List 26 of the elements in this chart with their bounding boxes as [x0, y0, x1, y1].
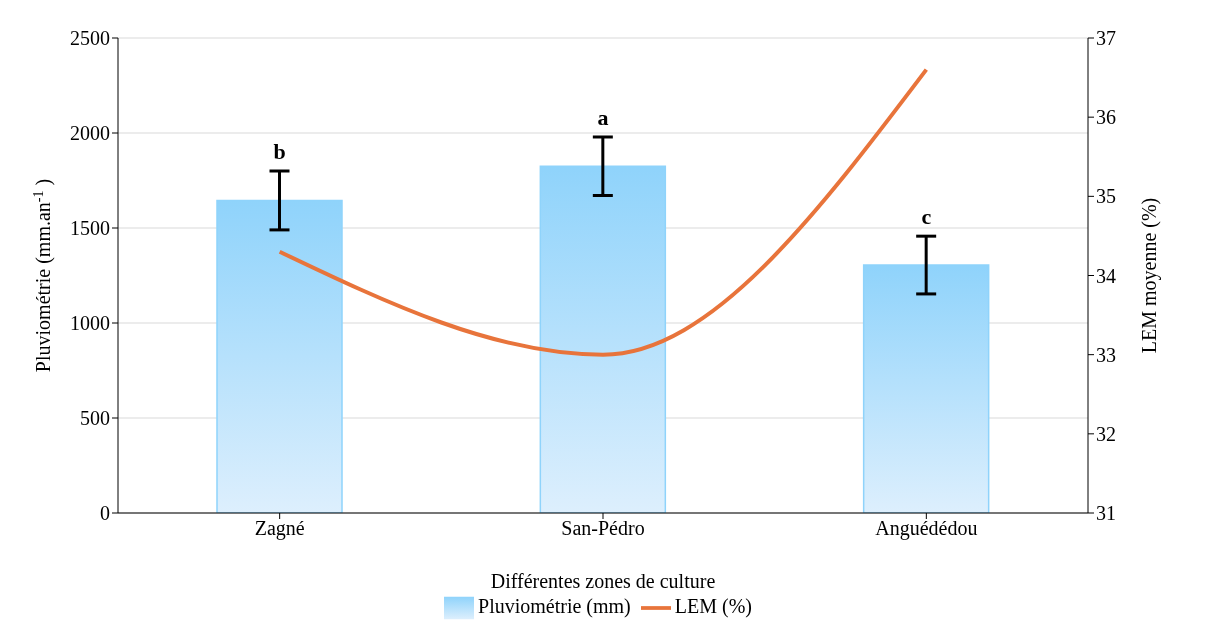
y-tick-label: 1500: [70, 217, 110, 240]
y2-tick-label: 32: [1096, 422, 1116, 445]
legend-label: Pluviométrie (mm): [478, 594, 631, 617]
annotation: a: [597, 104, 609, 130]
x-tick-label: San-Pédro: [561, 517, 645, 540]
y2-tick-label: 33: [1096, 343, 1116, 366]
x-tick-label: Zagné: [254, 517, 305, 541]
bar: [216, 199, 343, 513]
x-axis-title: Différentes zones de culture: [490, 570, 716, 592]
bar: [539, 165, 667, 513]
legend-label: LEM (%): [674, 594, 752, 617]
y-tick-label: 2500: [70, 27, 110, 50]
y-tick-label: 2000: [70, 122, 110, 145]
annotation: b: [273, 139, 286, 164]
y-tick-label: 1000: [70, 312, 110, 335]
y2-tick-label: 31: [1096, 502, 1116, 525]
y-tick-label: 0: [100, 502, 110, 525]
y2-tick-label: 37: [1096, 27, 1116, 50]
y2-axis-title: LEM moyenne (%): [1138, 197, 1161, 354]
y2-tick-label: 36: [1096, 106, 1116, 129]
bar: [862, 264, 990, 513]
y2-tick-label: 34: [1096, 264, 1116, 287]
x-tick-label: Anguédédou: [875, 517, 978, 541]
y-tick-label: 500: [80, 407, 110, 430]
annotation: c: [921, 203, 932, 229]
y2-tick-label: 35: [1096, 185, 1116, 208]
